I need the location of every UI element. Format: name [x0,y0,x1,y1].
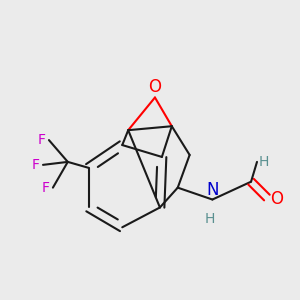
Text: O: O [148,77,161,95]
Text: O: O [270,190,283,208]
Text: N: N [206,181,219,199]
Text: H: H [204,212,214,226]
Text: F: F [42,181,50,195]
Text: H: H [259,155,269,169]
Text: F: F [32,158,40,172]
Text: F: F [38,133,46,147]
